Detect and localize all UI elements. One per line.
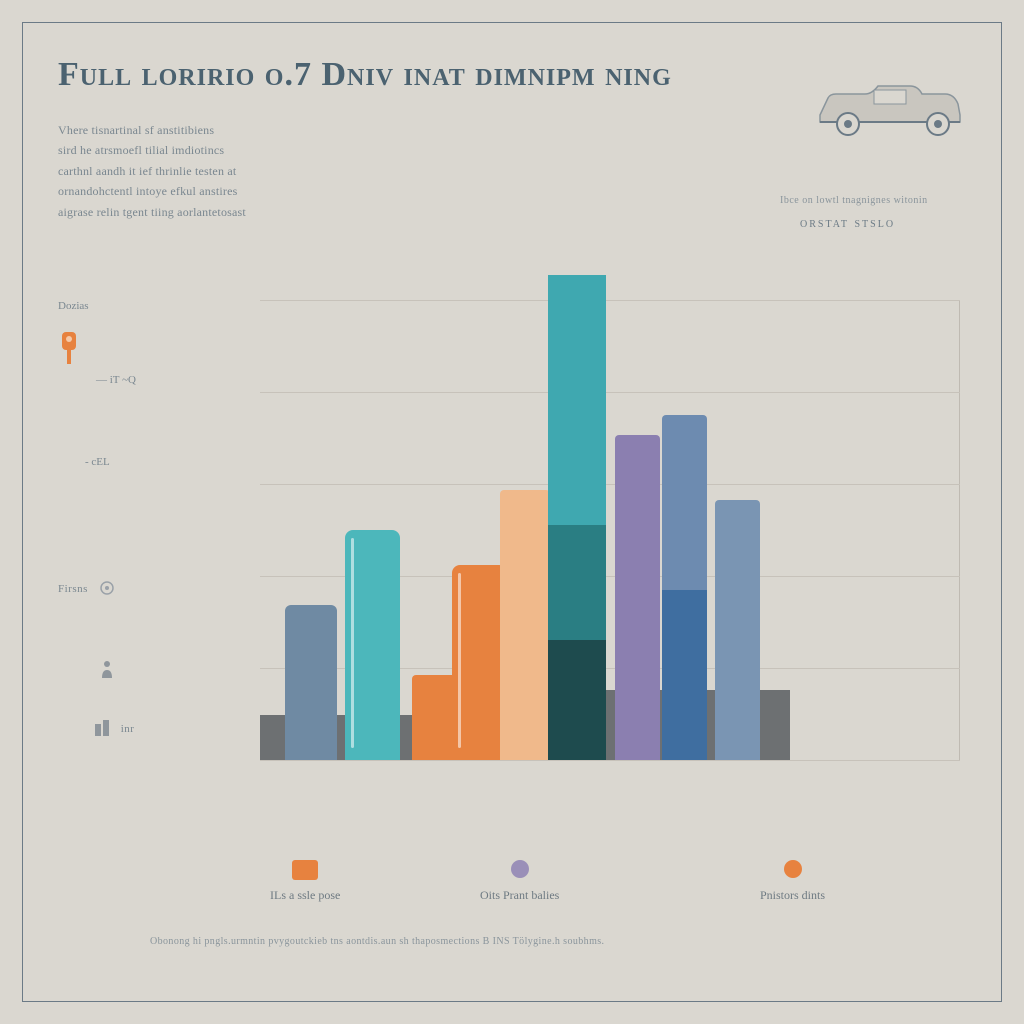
bar — [452, 565, 507, 760]
legend-item: ILs a ssle pose — [270, 860, 340, 903]
car-icon — [810, 70, 960, 140]
bar — [615, 435, 660, 760]
sidebar-label: inr — [121, 723, 135, 735]
bar-highlight — [351, 538, 354, 748]
legend-dot — [784, 860, 802, 878]
desc-line: aigrase relin tgent tiing aorlantetosast — [58, 202, 398, 222]
bar-highlight — [458, 573, 461, 748]
footer-note: Obonong hi pngls.urmntin pvygoutckieb tn… — [150, 936, 604, 947]
gridline — [260, 300, 960, 301]
sidebar-label: — iT ~Q — [96, 374, 136, 386]
sidebar-item: inr — [94, 720, 134, 739]
sidebar-item — [58, 330, 80, 369]
bar — [345, 530, 400, 760]
gridline — [260, 484, 960, 485]
bar — [662, 590, 707, 760]
sidebar-label: Firsns — [58, 583, 88, 595]
bar — [500, 490, 550, 760]
bar-chart — [260, 300, 960, 810]
bar — [715, 500, 760, 760]
bar — [285, 605, 337, 760]
page-title: Full loririo o.7 Dniv inat dimnipm ning — [58, 56, 672, 94]
person-icon — [100, 660, 114, 681]
bar — [412, 675, 457, 760]
sidebar-item — [100, 660, 114, 681]
sidebar-label: - cEL — [85, 456, 110, 468]
legend-item: Oits Prant balies — [480, 860, 559, 903]
legend-label: Pnistors dints — [760, 888, 825, 903]
gridline — [260, 760, 960, 761]
desc-line: carthnl aandh it ief thrinlie testen at — [58, 161, 398, 181]
legend-item: Pnistors dints — [760, 860, 825, 903]
bar — [548, 640, 606, 760]
bulb-icon — [99, 580, 115, 599]
sidebar-heading: Dozias — [58, 300, 89, 312]
sidebar-item: Firsns — [58, 580, 115, 599]
legend-swatch — [292, 860, 318, 880]
pin-icon — [58, 330, 80, 369]
car-caption: Ibce on lowtl tnagnignes witonin — [780, 195, 928, 206]
desc-line: ornandohctentl intoye efkul anstires — [58, 181, 398, 201]
legend-dot — [511, 860, 529, 878]
car-label: orstat stslo — [800, 216, 895, 232]
buildings-icon — [94, 720, 114, 739]
gridline — [260, 392, 960, 393]
desc-line: sird he atrsmoefl tilial imdiotincs — [58, 140, 398, 160]
description-block: Vhere tisnartinal sf anstitibiens sird h… — [58, 120, 398, 222]
desc-line: Vhere tisnartinal sf anstitibiens — [58, 120, 398, 140]
legend-label: Oits Prant balies — [480, 888, 559, 903]
legend-label: ILs a ssle pose — [270, 888, 340, 903]
